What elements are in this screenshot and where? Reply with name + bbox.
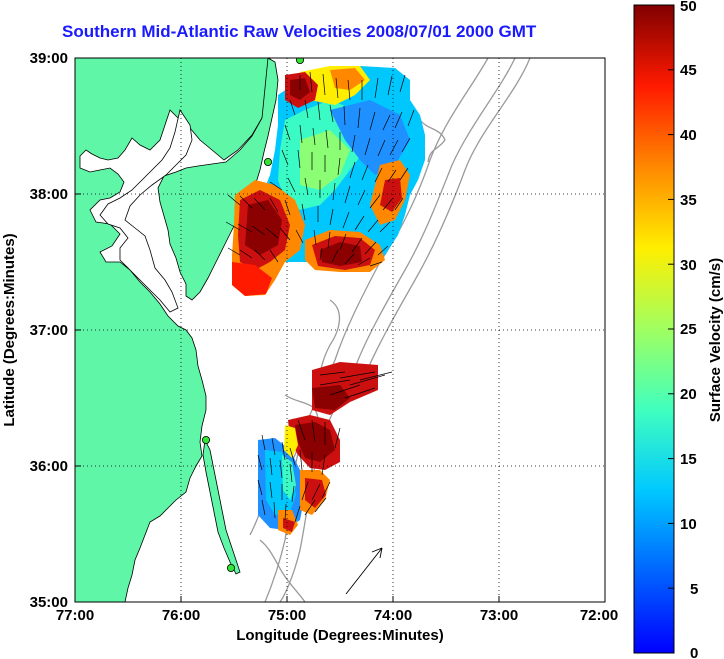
delmarva-peninsula — [157, 58, 279, 301]
y-tick-label: 38:00 — [30, 186, 68, 203]
colorbar-tick-label: 50 — [680, 0, 697, 15]
station-marker — [201, 435, 210, 444]
colorbar-tick-label: 25 — [680, 321, 697, 338]
station-marker — [263, 157, 272, 166]
x-tick-label: 76:00 — [162, 607, 200, 624]
velocity-field-south — [258, 362, 378, 535]
y-tick-label: 36:00 — [30, 458, 68, 475]
reference-arrow — [345, 547, 383, 595]
colorbar-tick-label: 5 — [690, 581, 698, 598]
outer-banks — [202, 438, 241, 575]
land-mass — [75, 58, 279, 602]
colorbar-tick-label: 45 — [680, 62, 697, 79]
y-axis-label: Latitude (Degrees:Minutes) — [1, 233, 18, 426]
velocity-vectors-north — [225, 71, 415, 267]
y-tick-label: 37:00 — [30, 322, 68, 339]
velocity-field-north — [232, 66, 425, 296]
x-tick-label: 74:00 — [374, 607, 412, 624]
radar-stations — [201, 58, 304, 573]
map-title: Southern Mid-Atlantic Raw Velocities 200… — [62, 22, 537, 41]
station-marker — [296, 58, 304, 64]
x-tick-label: 77:00 — [56, 607, 94, 624]
colorbar-tick-label: 30 — [680, 257, 697, 274]
colorbar-tick-label: 15 — [680, 451, 697, 468]
grid-lines — [75, 58, 605, 602]
axis-ticks — [74, 57, 606, 603]
colorbar-ticks — [668, 4, 674, 654]
x-tick-label: 73:00 — [480, 607, 518, 624]
y-tick-label: 39:00 — [30, 50, 68, 67]
colorbar-tick-label: 10 — [680, 516, 697, 533]
y-tick-label: 35:00 — [30, 594, 68, 611]
colorbar-tick-label: 20 — [680, 386, 697, 403]
velocity-vectors-south — [257, 371, 393, 523]
colorbar-tick-label: 35 — [680, 192, 697, 209]
x-axis-label: Longitude (Degrees:Minutes) — [236, 627, 444, 644]
x-tick-label: 75:00 — [268, 607, 306, 624]
colorbar-tick-label: 0 — [690, 645, 698, 659]
chesapeake-bay — [99, 109, 193, 313]
x-tick-label: 72:00 — [580, 607, 618, 624]
colorbar — [633, 4, 675, 654]
station-marker — [226, 564, 235, 573]
map-layers — [75, 58, 605, 602]
colorbar-tick-label: 40 — [680, 127, 697, 144]
colorbar-label: Surface Velocity (cm/s) — [707, 258, 724, 422]
